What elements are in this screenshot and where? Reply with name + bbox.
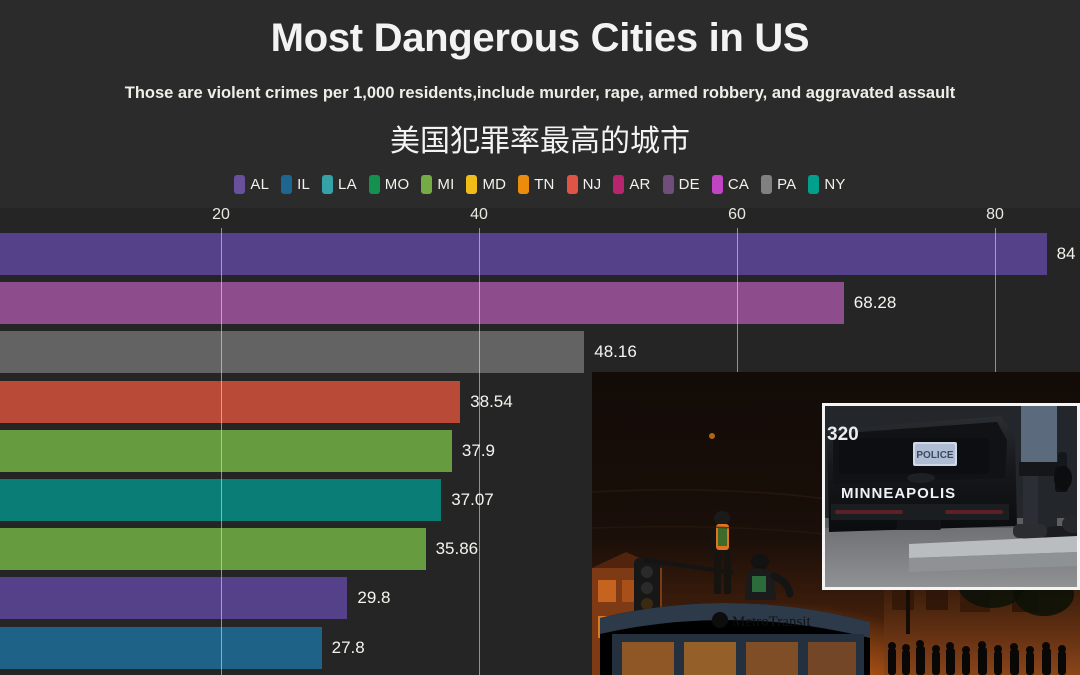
x-tick-label: 80	[986, 206, 1004, 223]
legend-item-la[interactable]: LA	[322, 175, 357, 194]
bar-row: 38.54	[0, 380, 1080, 423]
bar-row: 37.07	[0, 479, 1080, 521]
bar-value-label: 29.8	[357, 588, 391, 608]
legend-swatch-icon	[322, 175, 334, 194]
bar-ny[interactable]	[0, 479, 442, 521]
bar-value-label: 35.86	[435, 539, 479, 559]
legend-label: NY	[824, 176, 846, 193]
chart-subtitle: Those are violent crimes per 1,000 resid…	[124, 84, 956, 102]
legend-label: MD	[482, 176, 507, 193]
legend-swatch-icon	[808, 175, 820, 194]
legend-swatch-icon	[466, 175, 478, 194]
bar-pa[interactable]	[0, 331, 585, 374]
x-tick-label: 20	[212, 206, 230, 223]
bar-value-label: 48.16	[594, 342, 637, 362]
photo-overlay: MetroTransit	[592, 372, 1080, 675]
bar-row: 68.28	[0, 282, 1080, 325]
bar-value-label: 37.07	[451, 490, 494, 509]
legend-label: AL	[250, 176, 270, 193]
bar-row: 29.8	[0, 577, 1080, 620]
police-car-photo: POLICE MINNEAPOLIS 320	[825, 406, 1077, 587]
legend-item-ar[interactable]: AR	[613, 175, 650, 194]
svg-text:320: 320	[827, 424, 859, 445]
bar-ca[interactable]	[0, 282, 844, 325]
bar-nj[interactable]	[0, 380, 461, 423]
legend-item-tn[interactable]: TN	[518, 175, 554, 194]
bar-value-label: 38.54	[470, 391, 513, 411]
legend-label: AR	[629, 176, 651, 193]
svg-text:MINNEAPOLIS: MINNEAPOLIS	[841, 485, 956, 502]
chart-header: Most Dangerous Cities in US Those are vi…	[0, 0, 1080, 208]
legend-item-al[interactable]: AL	[234, 175, 269, 194]
bar-value-label: 27.8	[331, 637, 365, 657]
bar-mi[interactable]	[0, 528, 426, 571]
bar-value-label: 37.9	[461, 440, 495, 460]
x-axis-tick-labels: 20 40 60 80	[0, 206, 1080, 230]
legend-item-ca[interactable]: CA	[711, 175, 750, 194]
bar-row: 35.86	[0, 528, 1080, 571]
bar-row: 27.8	[0, 626, 1080, 669]
legend-swatch-icon	[761, 175, 773, 194]
legend-item-mo[interactable]: MO	[368, 175, 410, 194]
bar-plot-area: 84 68.28 48.16 38.54 37.9 37.07 35.86 29.8 27.8	[0, 228, 1080, 675]
photo-inset-police: POLICE MINNEAPOLIS 320	[822, 403, 1080, 590]
legend-label: DE	[678, 176, 700, 193]
bar-row: 48.16	[0, 331, 1080, 374]
legend-item-md[interactable]: MD	[466, 175, 506, 194]
legend-label: NJ	[582, 176, 602, 193]
bar-value-label: 68.28	[853, 293, 897, 313]
legend-swatch-icon	[711, 175, 723, 194]
x-tick-label: 40	[470, 206, 488, 223]
legend-item-il[interactable]: IL	[281, 175, 310, 194]
legend-item-nj[interactable]: NJ	[566, 175, 602, 194]
legend-label: CA	[727, 176, 750, 193]
legend-swatch-icon	[281, 175, 293, 194]
legend-label: IL	[297, 176, 311, 193]
legend-label: MI	[437, 176, 455, 193]
legend: AL IL LA MO MI MD TN NJ AR DE CA PA NY	[0, 175, 1080, 194]
legend-item-ny[interactable]: NY	[808, 175, 845, 194]
chart-subtitle-chinese: 美国犯罪率最高的城市	[390, 124, 690, 159]
bar-row: 84	[0, 233, 1080, 275]
legend-label: LA	[338, 176, 357, 193]
x-tick-label: 60	[728, 206, 746, 223]
legend-swatch-icon	[613, 175, 625, 194]
legend-label: PA	[777, 176, 797, 193]
legend-label: MO	[384, 176, 410, 193]
legend-swatch-icon	[566, 175, 578, 194]
page-title: Most Dangerous Cities in US	[270, 16, 810, 60]
bar-value-label: 84	[1056, 244, 1076, 263]
legend-swatch-icon	[518, 175, 530, 194]
bar-il[interactable]	[0, 626, 322, 669]
legend-swatch-icon	[368, 175, 380, 194]
legend-swatch-icon	[234, 175, 246, 194]
legend-item-de[interactable]: DE	[662, 175, 700, 194]
svg-text:MetroTransit: MetroTransit	[732, 614, 811, 630]
legend-item-mi[interactable]: MI	[421, 175, 454, 194]
svg-text:POLICE: POLICE	[916, 450, 954, 461]
bar-row: 37.9	[0, 429, 1080, 472]
bar-al[interactable]	[0, 233, 1047, 275]
legend-swatch-icon	[662, 175, 674, 194]
bar-mi[interactable]	[0, 429, 452, 472]
legend-swatch-icon	[421, 175, 433, 194]
legend-item-pa[interactable]: PA	[761, 175, 796, 194]
legend-label: TN	[534, 176, 555, 193]
bar-al[interactable]	[0, 577, 348, 620]
